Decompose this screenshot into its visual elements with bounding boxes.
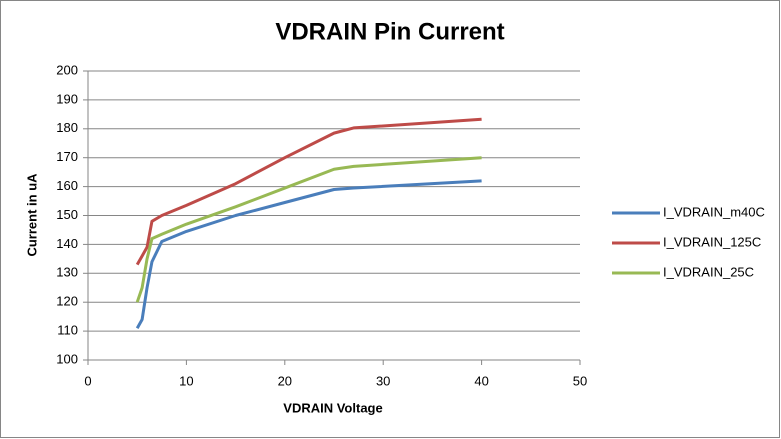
x-tick-label: 30	[376, 373, 390, 388]
y-tick-label: 200	[56, 62, 78, 77]
y-tick-label: 100	[56, 351, 78, 366]
legend-label: I_VDRAIN_25C	[663, 264, 754, 279]
legend-label: I_VDRAIN_125C	[663, 234, 761, 249]
y-tick-label: 160	[56, 178, 78, 193]
y-tick-label: 130	[56, 265, 78, 280]
y-tick-label: 140	[56, 236, 78, 251]
x-tick-label: 20	[278, 373, 292, 388]
x-axis-label: VDRAIN Voltage	[283, 400, 382, 415]
y-tick-label: 190	[56, 91, 78, 106]
y-tick-label: 150	[56, 207, 78, 222]
series-line	[135, 117, 482, 266]
y-axis-label: Current in uA	[24, 173, 39, 257]
y-tick-label: 180	[56, 120, 78, 135]
x-tick-label: 50	[573, 373, 587, 388]
series-line	[135, 156, 482, 303]
series-line	[135, 179, 482, 329]
legend-label: I_VDRAIN_m40C	[663, 204, 765, 219]
y-tick-label: 170	[56, 149, 78, 164]
x-tick-label: 10	[179, 373, 193, 388]
chart-title: VDRAIN Pin Current	[275, 18, 504, 45]
x-tick-label: 0	[84, 373, 91, 388]
y-tick-label: 120	[56, 294, 78, 309]
x-tick-label: 40	[474, 373, 488, 388]
y-tick-label: 110	[57, 323, 78, 338]
